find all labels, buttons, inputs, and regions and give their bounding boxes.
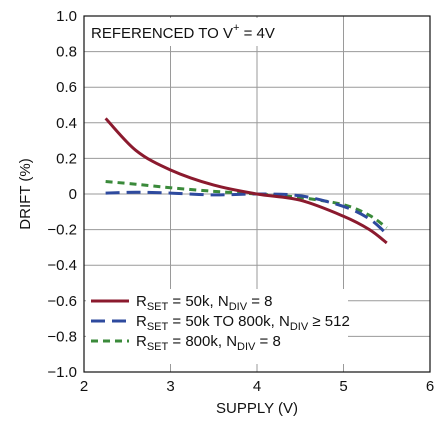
x-tick-label: 2 xyxy=(80,378,88,395)
series-line-3 xyxy=(105,180,388,230)
tick-labels: 1.0 0.8 0.6 0.4 0.2 0 −0.2 −0.4 −0.6 −0.8 −1.02 3 4 5… xyxy=(47,8,434,395)
plot-frame xyxy=(83,15,431,373)
y-tick-label: −0.8 xyxy=(47,328,77,345)
series-line-2 xyxy=(105,190,388,236)
x-axis-title: SUPPLY (V) xyxy=(216,400,298,417)
y-axis-title: DRIFT (%) xyxy=(17,158,34,229)
annotation-text: REFERENCED TO V+ = 4V xyxy=(91,22,275,42)
annotation-box: REFERENCED TO V+ = 4V xyxy=(86,18,296,46)
x-tick-label: 6 xyxy=(426,378,434,395)
legend-label-2: RSET = 50k TO 800k, NDIV ≥ 512 xyxy=(136,313,350,333)
y-tick-label: −0.6 xyxy=(47,293,77,310)
legend-label-3: RSET = 800k, NDIV = 8 xyxy=(136,333,281,353)
y-tick-label: 0.2 xyxy=(56,150,77,167)
x-tick-label: 5 xyxy=(339,378,347,395)
x-tick-label: 4 xyxy=(253,378,261,395)
y-tick-label: 0 xyxy=(69,186,77,203)
y-tick-label: −0.2 xyxy=(47,222,77,239)
y-tick-label: 0.6 xyxy=(56,79,77,96)
y-tick-label: 1.0 xyxy=(56,8,77,25)
legend-label-1: RSET = 50k, NDIV = 8 xyxy=(136,293,272,313)
series-lines xyxy=(104,117,388,245)
y-tick-label: 0.4 xyxy=(56,115,77,132)
series-line-1 xyxy=(104,117,388,245)
y-tick-label: 0.8 xyxy=(56,44,77,61)
y-tick-label: −0.4 xyxy=(47,257,77,274)
legend-background xyxy=(86,289,348,364)
x-tick-label: 3 xyxy=(166,378,174,395)
y-tick-label: −1.0 xyxy=(47,364,77,381)
